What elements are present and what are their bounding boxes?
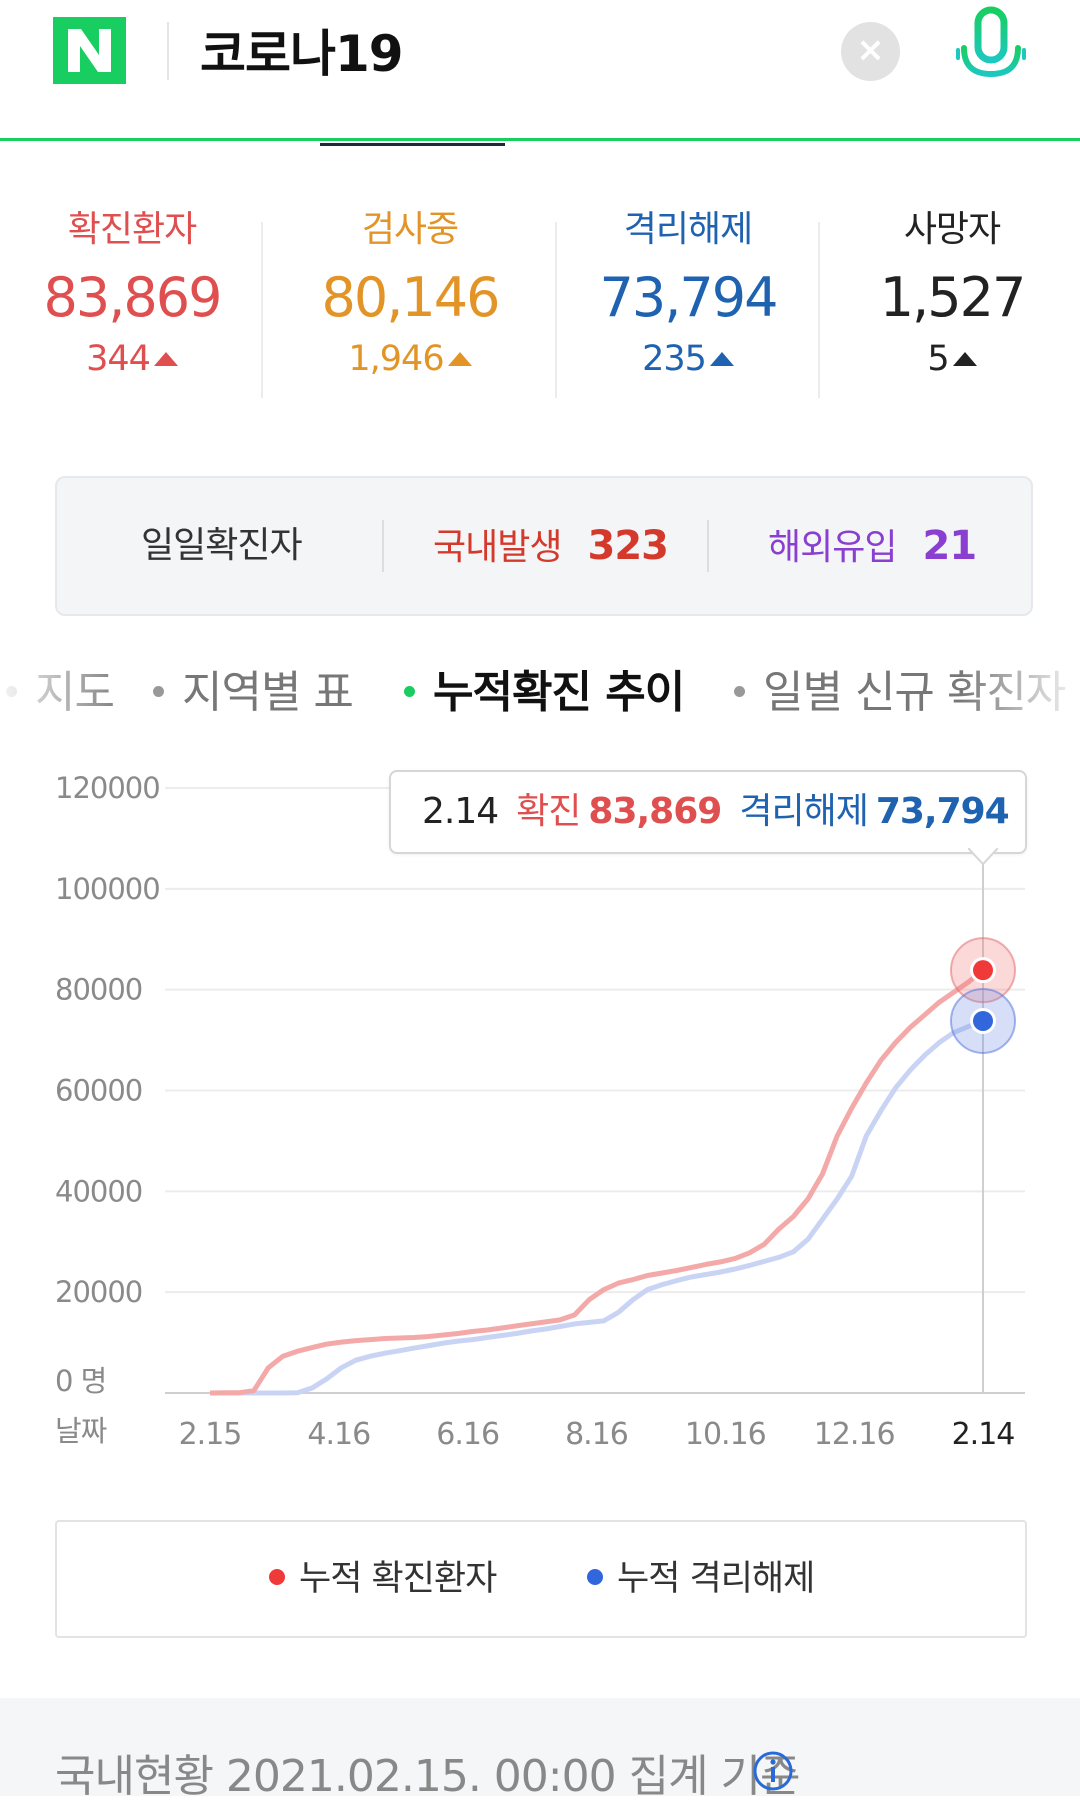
stat-deaths: 사망자 1,527 5	[862, 200, 1042, 379]
tabs-fade-left	[0, 656, 130, 716]
tab-region-table[interactable]: 지역별 표	[153, 656, 354, 716]
header-divider	[167, 22, 169, 80]
stat-value: 83,869	[43, 266, 223, 329]
bullet-icon	[734, 686, 745, 697]
y-tick-label: 60000	[55, 1074, 142, 1108]
header-underline	[0, 138, 1080, 141]
bullet-icon	[404, 686, 415, 697]
stat-delta: 235	[598, 339, 778, 379]
x-tick-label: 10.16	[685, 1417, 766, 1452]
y-axis-labels: 0 명 20000 40000 60000 80000 100000 120000	[55, 771, 161, 1398]
tab-cumulative-trend[interactable]: 누적확진 추이	[404, 656, 685, 716]
aggregation-timestamp: 국내현황 2021.02.15. 00:00 집계 기준	[55, 1751, 800, 1802]
daily-cases-box: 일일확진자 국내발생 323 해외유입 21	[55, 476, 1033, 616]
stat-label: 확진환자	[67, 209, 197, 250]
daily-divider	[382, 520, 384, 572]
y-tick-label: 40000	[55, 1174, 142, 1208]
y-tick-label: 20000	[55, 1275, 142, 1309]
x-tick-label: 8.16	[565, 1417, 628, 1452]
tabs-fade-right	[960, 656, 1080, 716]
search-query-input[interactable]: 코로나19	[200, 25, 404, 83]
stat-divider	[555, 222, 557, 398]
tooltip-confirmed-label: 확진	[516, 791, 581, 832]
search-header: 코로나19 ×	[0, 0, 1080, 141]
chart-tooltip: 2.14 확진 83,869 격리해제 73,794	[389, 770, 1027, 854]
stat-label: 검사중	[361, 209, 459, 250]
stat-confirmed: 확진환자 83,869 344	[42, 200, 223, 379]
legend-dot	[269, 1569, 285, 1585]
microphone-icon[interactable]	[955, 4, 1027, 96]
tab-label: 지역별 표	[182, 667, 354, 716]
bullet-icon	[153, 686, 164, 697]
up-arrow-icon	[709, 352, 734, 366]
tooltip-date: 2.14	[422, 791, 499, 832]
stat-value: 73,794	[599, 266, 779, 329]
y-tick-label: 120000	[55, 771, 160, 805]
up-arrow-icon	[952, 352, 977, 366]
clear-button[interactable]: ×	[841, 22, 900, 81]
covid-stats: 확진환자 83,869 344 검사중 80,146 1,946 격리해제 73…	[0, 200, 1080, 410]
chart-grid	[165, 787, 1025, 1394]
stat-delta: 344	[42, 339, 222, 379]
series-line-released	[210, 1018, 984, 1396]
legend-item-confirmed[interactable]: 누적 확진환자	[269, 1522, 497, 1636]
chart-markers	[950, 937, 1016, 1054]
stat-value: 80,146	[321, 266, 501, 329]
naver-logo[interactable]	[53, 17, 126, 84]
legend-label: 누적 확진환자	[299, 1559, 497, 1599]
x-axis-title: 날짜	[55, 1414, 107, 1448]
daily-divider	[707, 520, 709, 572]
y-tick-label: 100000	[55, 872, 160, 906]
x-tick-label: 12.16	[814, 1417, 895, 1452]
x-tick-label: 2.14	[952, 1417, 1015, 1452]
legend-label: 누적 격리해제	[617, 1559, 815, 1599]
chart-tabs: 지도 지역별 표 누적확진 추이 일별 신규 확진자	[0, 656, 1080, 716]
overseas-cases: 해외유입 21	[768, 478, 977, 614]
x-tick-label: 4.16	[307, 1417, 370, 1452]
stat-delta: 5	[862, 339, 1042, 379]
stat-delta-value: 1,946	[348, 339, 444, 379]
x-tick-label: 2.15	[179, 1417, 242, 1452]
domestic-cases: 국내발생 323	[433, 478, 669, 614]
close-icon: ×	[856, 30, 885, 70]
stat-label: 격리해제	[623, 209, 753, 250]
chart-legend: 누적 확진환자 누적 격리해제	[55, 1520, 1027, 1638]
overseas-value: 21	[922, 523, 977, 569]
tooltip-confirmed-value: 83,869	[588, 791, 722, 832]
domestic-value: 323	[587, 523, 668, 569]
marker-released	[973, 1010, 993, 1031]
series-line-confirmed	[209, 968, 985, 1396]
daily-cases-label: 일일확진자	[141, 525, 303, 566]
stat-delta-value: 5	[927, 339, 949, 379]
x-tick-label: 6.16	[436, 1417, 499, 1452]
marker-confirmed	[973, 960, 993, 981]
stat-released: 격리해제 73,794 235	[598, 200, 779, 379]
stat-delta-value: 344	[86, 339, 151, 379]
cumulative-chart[interactable]: 0 명 20000 40000 60000 80000 100000 120000 2.15…	[0, 740, 1080, 1460]
stat-delta-value: 235	[642, 339, 707, 379]
stat-delta: 1,946	[320, 339, 500, 379]
stat-label: 사망자	[903, 209, 1001, 250]
stat-divider	[261, 222, 263, 398]
selected-tab-indicator	[320, 143, 505, 146]
up-arrow-icon	[153, 352, 178, 366]
tooltip-pointer	[968, 848, 998, 866]
tooltip-released-label: 격리해제	[739, 791, 868, 832]
x-axis-labels: 2.15 4.16 6.16 8.16 10.16 12.16 2.14	[179, 1417, 1016, 1452]
stat-value: 1,527	[879, 266, 1027, 329]
stat-divider	[818, 222, 820, 398]
overseas-label: 해외유입	[768, 527, 897, 568]
info-icon[interactable]	[752, 1750, 794, 1792]
y-tick-label: 0 명	[55, 1364, 106, 1398]
footer: 국내현황 2021.02.15. 00:00 집계 기준	[0, 1698, 1080, 1802]
domestic-label: 국내발생	[433, 527, 562, 568]
tab-label: 누적확진 추이	[433, 667, 685, 716]
stat-testing: 검사중 80,146 1,946	[320, 200, 501, 379]
up-arrow-icon	[447, 352, 472, 366]
tooltip-released-value: 73,794	[875, 791, 1010, 832]
legend-item-released[interactable]: 누적 격리해제	[587, 1522, 815, 1636]
legend-dot	[587, 1569, 603, 1585]
y-tick-label: 80000	[55, 973, 142, 1007]
